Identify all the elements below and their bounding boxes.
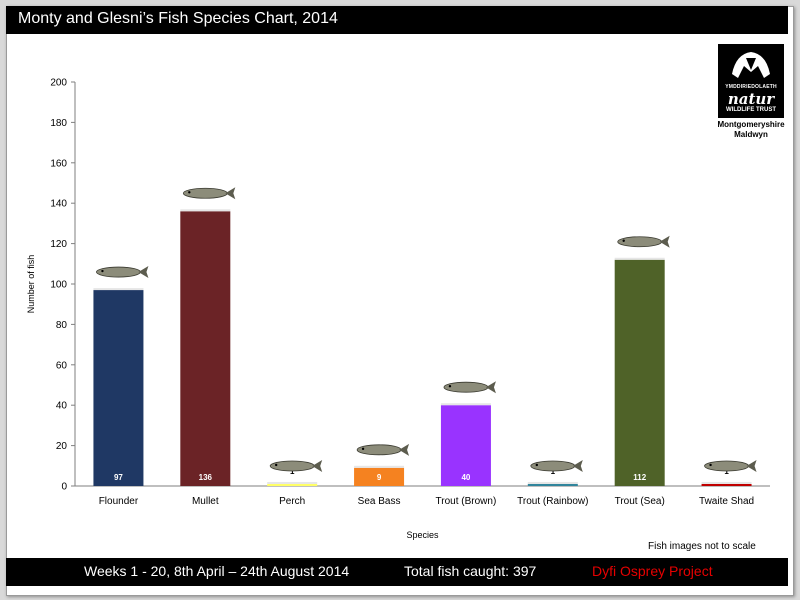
x-axis-title: Species [406,530,439,540]
bar-top-highlight [267,481,318,484]
bar-top-highlight [180,209,231,212]
y-tick-label: 120 [50,239,67,250]
fish-icon [269,459,323,472]
bar-flounder [93,290,144,486]
x-tick-label: Mullet [192,496,219,507]
logo-subtitle-welsh: Maldwyn [734,130,768,139]
chart-title: Monty and Glesni’s Fish Species Chart, 2… [18,10,338,27]
x-tick-label: Sea Bass [358,496,401,507]
x-tick-label: Twaite Shad [699,496,754,507]
scale-note: Fish images not to scale [648,541,756,552]
y-tick-label: 40 [56,401,68,412]
bar-mullet [180,211,231,486]
fish-icon [96,266,149,279]
bar-top-highlight [701,481,752,484]
y-tick-label: 180 [50,118,67,129]
logo-welsh-text: YMDDIRIEDOLAETH [725,84,777,90]
x-tick-label: Trout (Rainbow) [517,496,588,507]
y-tick-label: 0 [61,482,67,493]
fish-icon [704,459,757,472]
fish-icon [617,235,670,248]
y-tick-label: 140 [50,199,67,210]
x-tick-label: Trout (Sea) [615,496,665,507]
data-label: 97 [114,473,123,482]
bar-perch [267,483,318,486]
y-tick-label: 20 [56,441,68,452]
bar-trout-sea [614,259,665,486]
data-label: 1 [290,467,295,476]
fish-icon [443,381,496,394]
logo-wildlife-trust-text: WILDLIFE TRUST [726,107,776,113]
bar-trout-rainbow [527,483,578,486]
logo-natur-text: natur [727,90,775,108]
y-axis-title: Number of fish [26,255,36,314]
y-tick-label: 100 [50,280,67,291]
data-label: 40 [461,473,470,482]
bar-twaite-shad [701,483,752,486]
badger-icon [732,52,770,78]
title-bar: Monty and Glesni’s Fish Species Chart, 2… [6,6,788,34]
logo-badge: YMDDIRIEDOLAETH natur WILDLIFE TRUST [718,44,784,118]
data-label: 136 [199,473,213,482]
data-label: 1 [551,467,556,476]
bar-sea-bass [354,467,405,486]
bar-top-highlight [354,465,405,468]
bar-top-highlight [614,257,665,260]
x-tick-label: Trout (Brown) [436,496,497,507]
fish-icon [530,459,583,472]
fish-icon [356,443,410,456]
footer-weeks: Weeks 1 - 20, 8th April – 24th August 20… [84,563,350,579]
y-tick-label: 60 [56,360,68,371]
wildlife-trust-logo: YMDDIRIEDOLAETH natur WILDLIFE TRUST Mon… [717,44,785,140]
x-tick-label: Flounder [99,496,139,507]
data-label: 112 [633,473,646,482]
footer-bar: Weeks 1 - 20, 8th April – 24th August 20… [6,558,788,586]
y-tick-label: 160 [50,158,67,169]
bar-top-highlight [440,403,491,406]
x-tick-label: Perch [279,496,305,507]
bar-top-highlight [527,481,578,484]
bar-top-highlight [93,288,144,291]
bar-trout-brown [440,405,491,486]
footer-project: Dyfi Osprey Project [592,563,713,579]
y-tick-label: 200 [50,78,67,89]
data-label: 1 [724,467,729,476]
fish-icon [182,187,236,200]
footer-total: Total fish caught: 397 [404,563,537,579]
data-label: 9 [377,473,382,482]
y-tick-label: 80 [56,320,68,331]
logo-subtitle-english: Montgomeryshire [717,120,785,129]
